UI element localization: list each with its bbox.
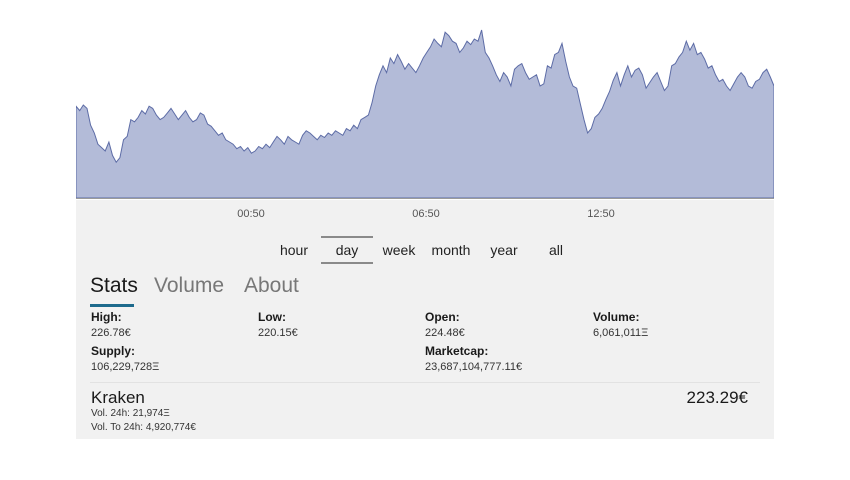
tab-stats[interactable]: Stats bbox=[90, 274, 138, 297]
tab-volume[interactable]: Volume bbox=[154, 274, 225, 297]
time-range-selector: hour day week month year all bbox=[76, 236, 774, 264]
supply-label: Supply: bbox=[91, 344, 135, 358]
range-week[interactable]: week bbox=[382, 242, 416, 258]
high-value: 226.78€ bbox=[91, 327, 131, 339]
range-day[interactable]: day bbox=[321, 236, 373, 264]
exchange-volume-to-24h: Vol. To 24h: 4,920,774€ bbox=[91, 422, 196, 433]
high-label: High: bbox=[91, 310, 122, 324]
x-tick-label: 00:50 bbox=[237, 208, 265, 220]
open-label: Open: bbox=[425, 310, 460, 324]
exchange-price: 223.29€ bbox=[686, 388, 748, 407]
details-panel: 00:50 06:50 12:50 hour day week month ye… bbox=[76, 200, 774, 439]
exchange-name[interactable]: Kraken bbox=[91, 388, 145, 407]
section-divider bbox=[90, 382, 760, 383]
range-hour[interactable]: hour bbox=[279, 242, 309, 258]
volume-label: Volume: bbox=[593, 310, 640, 324]
marketcap-value: 23,687,104,777.11€ bbox=[425, 361, 523, 373]
price-area bbox=[76, 29, 774, 199]
low-value: 220.15€ bbox=[258, 327, 298, 339]
volume-value: 6,061,011Ξ bbox=[593, 327, 649, 339]
supply-value: 106,229,728Ξ bbox=[91, 361, 160, 373]
range-all[interactable]: all bbox=[548, 242, 563, 258]
range-year[interactable]: year bbox=[490, 242, 518, 258]
active-tab-indicator bbox=[90, 304, 134, 307]
x-tick-label: 06:50 bbox=[412, 208, 440, 220]
tab-about[interactable]: About bbox=[244, 274, 299, 297]
open-value: 224.48€ bbox=[425, 327, 465, 339]
range-month[interactable]: month bbox=[431, 242, 471, 258]
marketcap-label: Marketcap: bbox=[425, 344, 489, 358]
low-label: Low: bbox=[258, 310, 286, 324]
exchange-volume-24h: Vol. 24h: 21,974Ξ bbox=[91, 408, 170, 419]
x-tick-label: 12:50 bbox=[587, 208, 615, 220]
price-chart bbox=[76, 29, 774, 199]
